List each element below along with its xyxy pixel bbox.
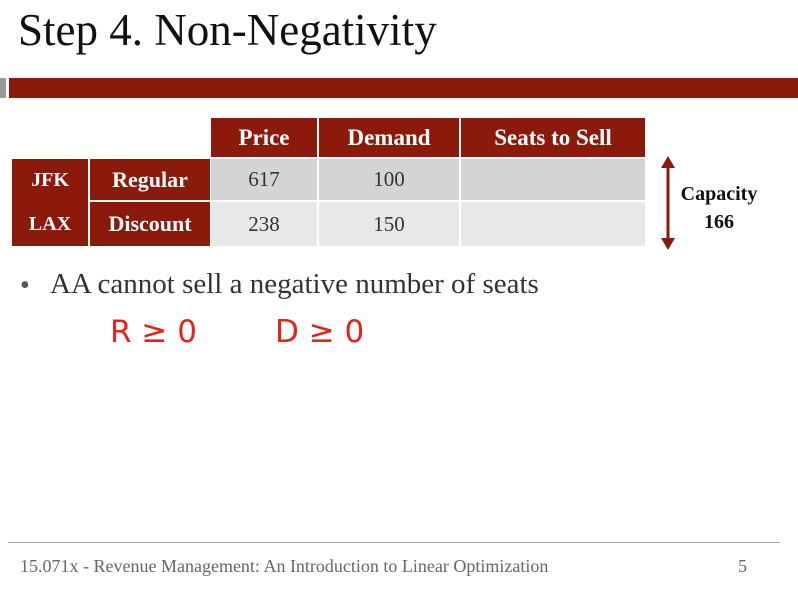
price-cell: 617 xyxy=(211,159,317,200)
handwritten-note: R ≥ 0 xyxy=(110,314,197,350)
bullet-dot: • xyxy=(20,270,30,301)
capacity: Capacity 166 xyxy=(672,180,766,236)
header-cell: Demand xyxy=(319,118,459,157)
route-from: JFK xyxy=(31,169,69,192)
header-cell: Price xyxy=(211,118,317,157)
bullet-text: AA cannot sell a negative number of seat… xyxy=(50,268,539,300)
seats-cell xyxy=(461,202,645,246)
demand-cell: 100 xyxy=(319,159,459,200)
header-cell: Seats to Sell xyxy=(461,118,645,157)
row-label: Regular xyxy=(90,159,210,200)
footer-rule xyxy=(8,542,780,543)
capacity-arrow xyxy=(661,156,675,250)
footer-text: 15.071x - Revenue Management: An Introdu… xyxy=(20,556,549,576)
slide-title: Step 4. Non-Negativity xyxy=(18,5,437,55)
seats-cell xyxy=(461,159,645,200)
handwritten-note: D ≥ 0 xyxy=(275,314,365,350)
capacity-value: 166 xyxy=(704,211,734,233)
price-cell: 238 xyxy=(211,202,317,246)
capacity-label: Capacity xyxy=(680,183,758,205)
page-number: 5 xyxy=(738,556,747,576)
row-label: Discount xyxy=(90,202,210,246)
route-cell: JFK LAX xyxy=(12,159,88,246)
demand-cell: 150 xyxy=(319,202,459,246)
route-to: LAX xyxy=(28,212,72,235)
title-bar-mark xyxy=(0,78,6,98)
title-bar xyxy=(9,78,798,98)
